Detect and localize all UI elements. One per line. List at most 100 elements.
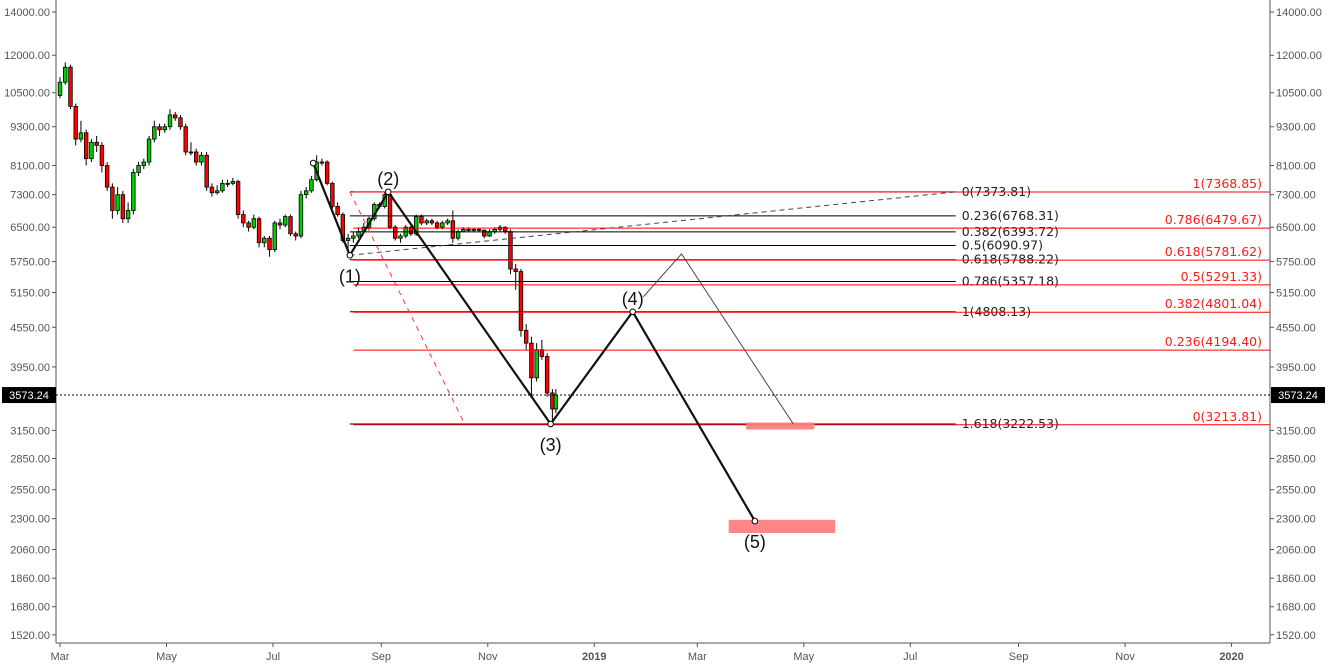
fib-red-level-label: 0.382(4801.04): [1165, 296, 1262, 311]
candle: [534, 349, 539, 379]
candle: [518, 271, 524, 331]
y-tick-label-right: 2060.00: [1276, 545, 1316, 557]
y-tick-label-left: 1860.00: [10, 573, 50, 585]
y-tick-label-right: 12000.00: [1276, 50, 1322, 62]
candle: [57, 81, 63, 96]
y-tick-label-right: 2550.00: [1276, 485, 1316, 497]
y-tick-label-right: 10500.00: [1276, 88, 1322, 100]
candle: [440, 222, 445, 228]
candle: [136, 165, 141, 173]
fib-red-level-label: 0.786(6479.67): [1165, 212, 1262, 227]
y-tick-label-left: 3950.00: [10, 362, 50, 374]
last-price-label-left: 3573.24: [9, 390, 49, 402]
candle: [241, 214, 246, 224]
candle: [225, 182, 230, 185]
candle: [209, 186, 215, 194]
wave-point-marker: [309, 159, 317, 167]
candle: [445, 220, 450, 224]
candle: [183, 126, 188, 153]
x-tick-label: Mar: [51, 651, 70, 663]
x-tick-label: 2020: [1219, 651, 1243, 663]
target-zone-box: [728, 519, 836, 534]
candle: [351, 235, 356, 239]
fib-level-label: 0(7373.81): [962, 184, 1031, 199]
candle: [288, 216, 293, 235]
y-tick-label-left: 14000.00: [4, 7, 50, 19]
wave-point-marker: [346, 252, 354, 259]
candle: [466, 228, 471, 231]
candle: [523, 329, 529, 344]
y-tick-label-right: 7300.00: [1276, 190, 1316, 202]
candle: [413, 216, 419, 235]
x-tick-label: Mar: [688, 651, 707, 663]
candle: [256, 218, 262, 244]
y-tick-label-right: 8100.00: [1276, 160, 1316, 172]
candle: [188, 151, 194, 154]
y-tick-label-right: 3150.00: [1276, 425, 1316, 437]
candle: [104, 165, 110, 188]
candle: [319, 161, 325, 164]
last-price-tag-right: [1271, 387, 1325, 404]
fib-red-level-label: 0.5(5291.33): [1181, 269, 1262, 284]
candle: [272, 222, 277, 251]
y-tick-label-left: 2060.00: [10, 545, 50, 557]
candle: [508, 231, 513, 270]
candle: [345, 237, 351, 241]
wave-point-marker: [629, 308, 636, 316]
candle: [529, 342, 534, 379]
fib-red-level-label: 0(3213.81): [1193, 409, 1262, 424]
y-tick-label-left: 3150.00: [10, 425, 50, 437]
last-price-tag-left: [2, 387, 56, 404]
candle: [89, 141, 94, 160]
y-tick-label-left: 5150.00: [10, 288, 50, 300]
fib-red-level-label: 0.618(5781.62): [1165, 244, 1262, 259]
candle: [455, 231, 461, 239]
fib-red-level-label: 1(7368.85): [1193, 176, 1262, 191]
wave-label: (3): [540, 435, 562, 455]
x-tick-label: 2019: [582, 651, 606, 663]
x-tick-label: Nov: [478, 651, 498, 663]
candle: [544, 356, 550, 394]
wave-point-marker: [547, 420, 554, 428]
candle: [152, 126, 157, 140]
fib-level-label: 1.618(3222.53): [962, 416, 1059, 431]
target-zone-box: [746, 422, 815, 430]
candle: [324, 161, 330, 184]
y-tick-label-left: 10500.00: [4, 88, 50, 100]
candle: [471, 228, 477, 231]
y-tick-label-right: 1860.00: [1276, 573, 1316, 585]
candle: [309, 179, 314, 192]
candle: [262, 237, 267, 244]
fib-level-label: 0.786(5357.18): [962, 273, 1059, 288]
candle: [461, 228, 466, 232]
candle: [429, 220, 435, 224]
wave-label: (1): [339, 266, 361, 286]
y-tick-label-right: 5150.00: [1276, 288, 1316, 300]
candle: [398, 235, 403, 239]
candle: [230, 181, 236, 184]
candle: [157, 126, 162, 131]
candle: [204, 154, 209, 188]
candle: [199, 154, 204, 163]
candle: [330, 182, 335, 207]
candle: [120, 194, 126, 220]
candle: [167, 114, 173, 128]
wave-point-marker: [384, 188, 392, 196]
candle: [553, 394, 559, 410]
candle: [115, 194, 120, 211]
fib-level-label: 0.236(6768.31): [962, 208, 1059, 223]
x-tick-label: Nov: [1115, 651, 1135, 663]
y-tick-label-left: 9300.00: [10, 122, 50, 134]
x-tick-label: May: [793, 651, 814, 663]
fib-level-label: 0.618(5788.22): [962, 252, 1059, 267]
last-price-label-right: 3573.24: [1278, 390, 1318, 402]
candle: [110, 186, 115, 211]
candle: [408, 226, 414, 235]
y-tick-label-right: 9300.00: [1276, 122, 1316, 134]
y-tick-label-right: 1680.00: [1276, 602, 1316, 614]
candle: [146, 138, 152, 163]
y-tick-label-left: 2550.00: [10, 485, 50, 497]
candle: [220, 182, 225, 192]
x-tick-label: Jul: [266, 651, 280, 663]
